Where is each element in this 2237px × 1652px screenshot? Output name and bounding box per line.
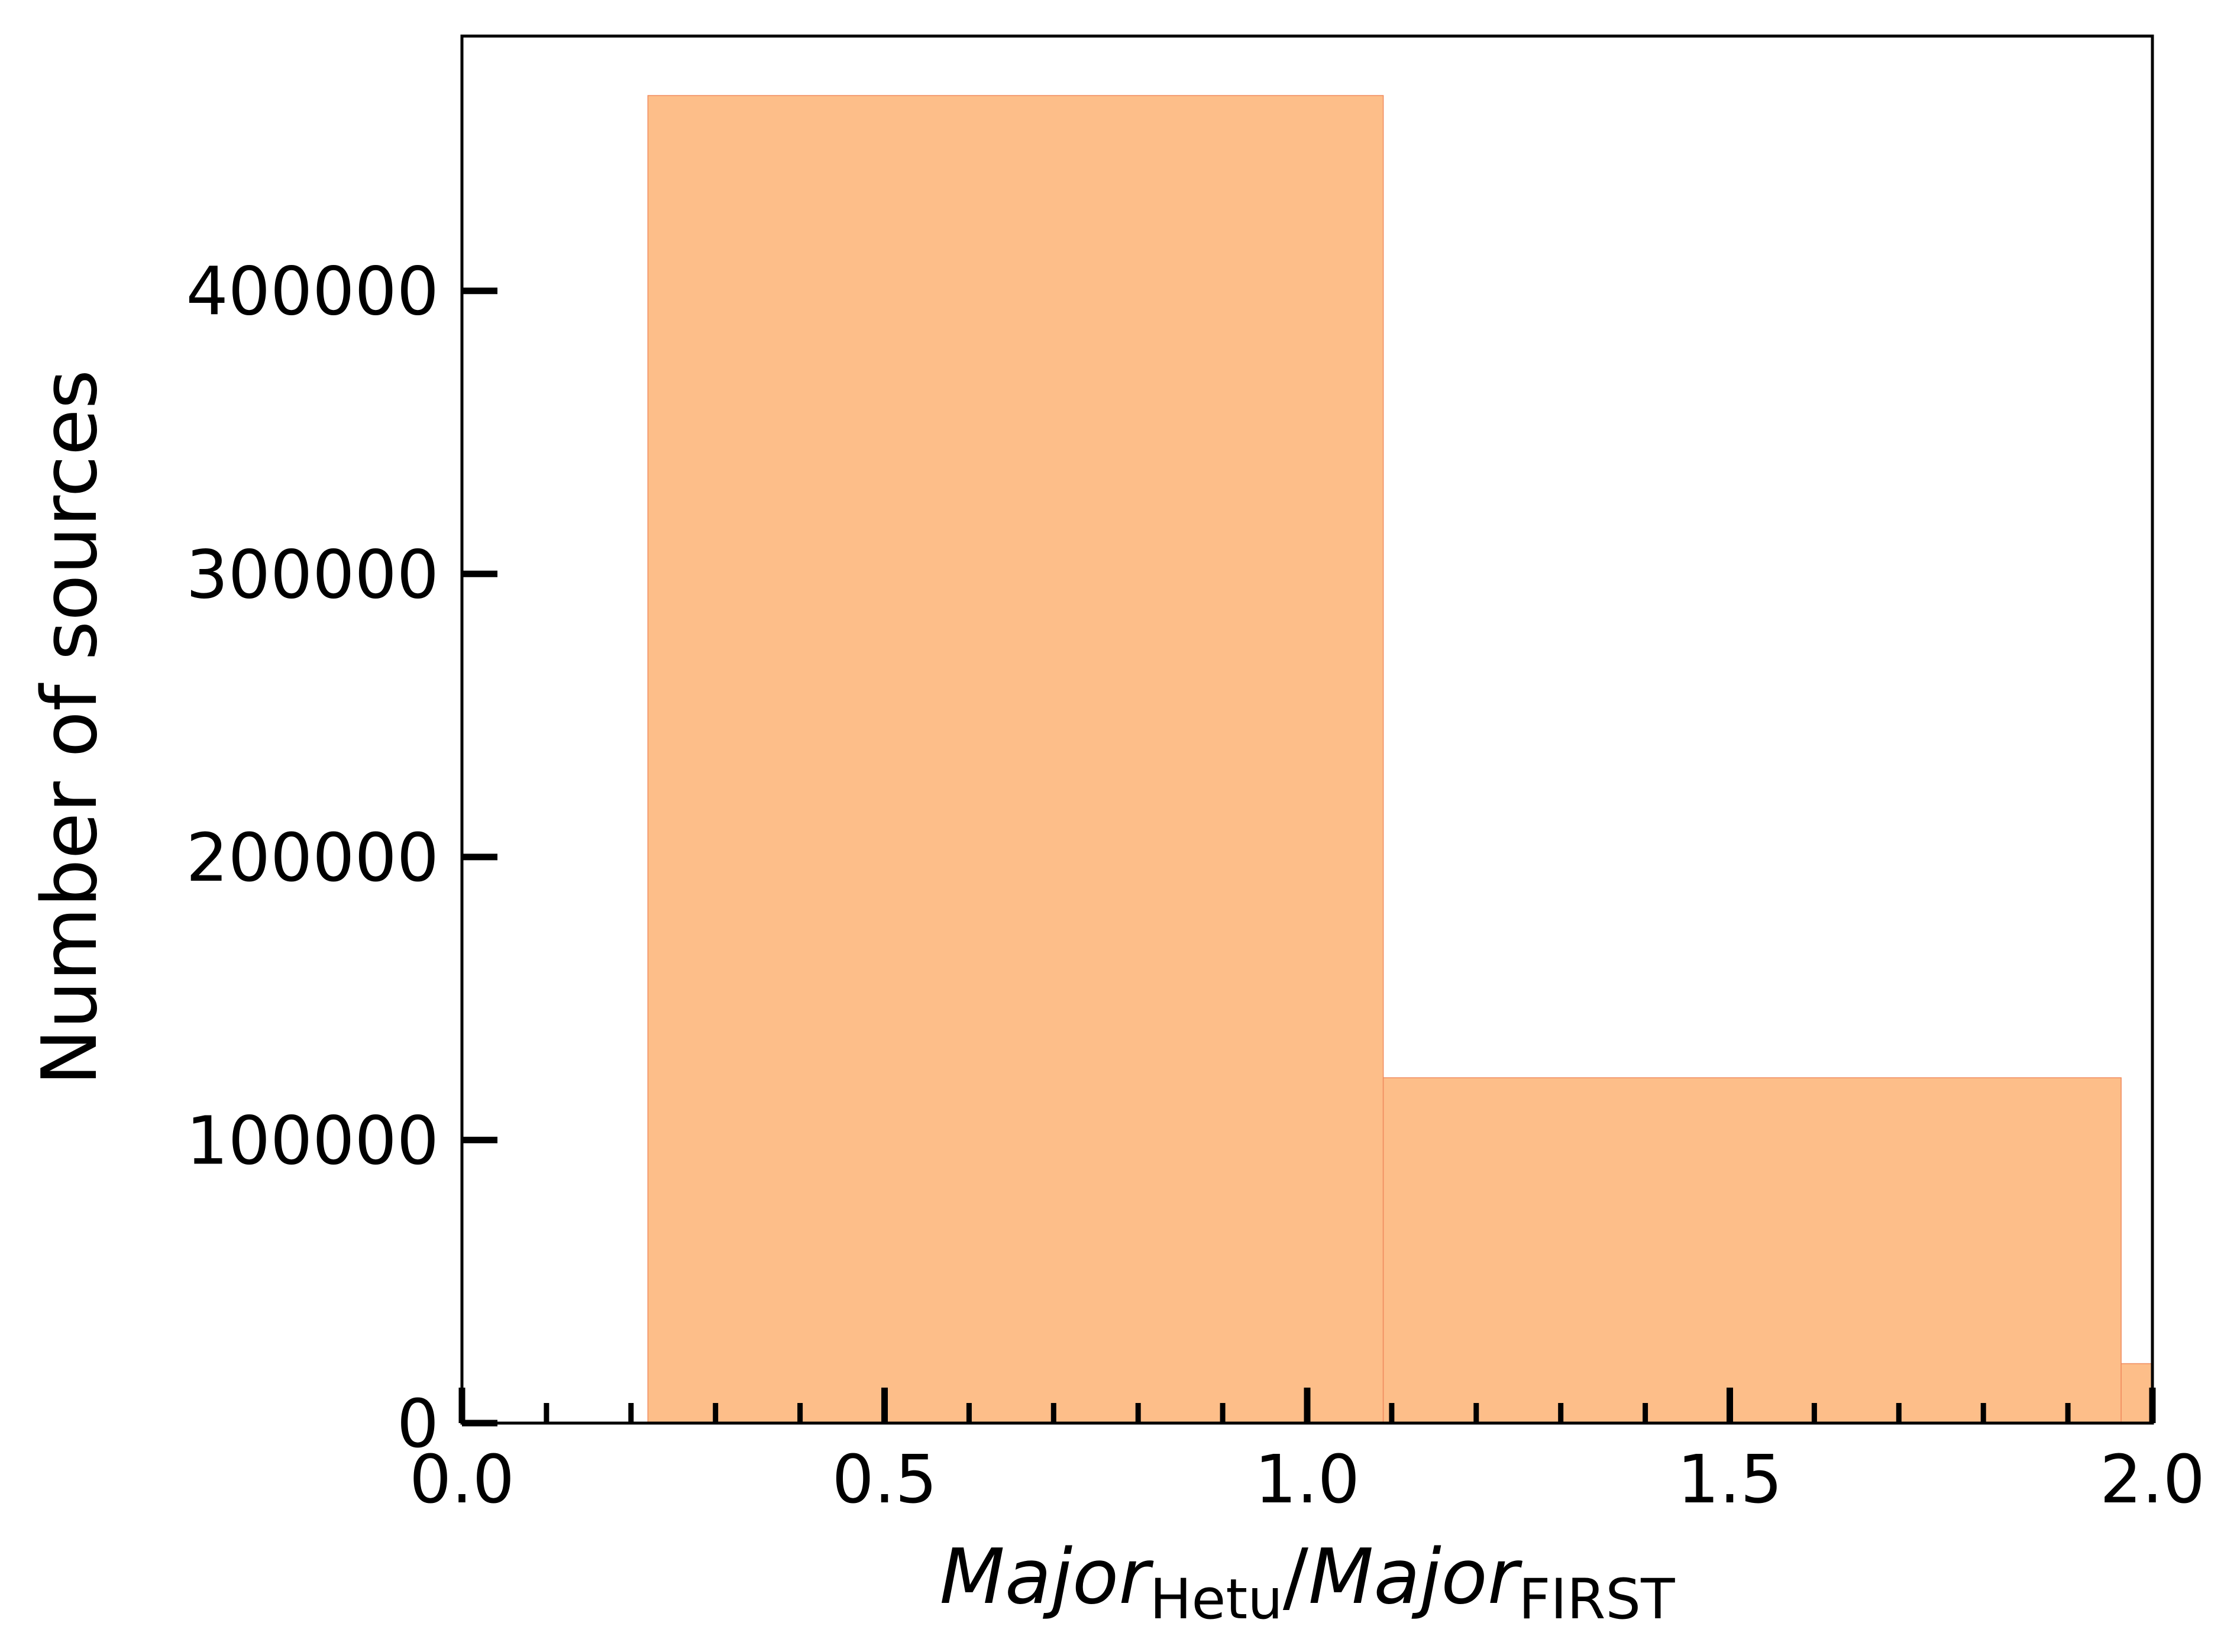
histogram-bar-3 <box>2120 1363 2153 1424</box>
y-tick-label: 200000 <box>186 820 439 897</box>
x-label-part1: Major <box>939 1533 1154 1621</box>
histogram-bar-2 <box>1382 1077 2122 1424</box>
histogram-bars <box>647 95 2153 1424</box>
x-tick-label: 2.0 <box>2100 1441 2205 1518</box>
x-label-sub2: FIRST <box>1518 1567 1675 1632</box>
x-tick-label: 1.5 <box>1677 1441 1782 1518</box>
x-tick-label: 0.5 <box>832 1441 937 1518</box>
x-tick-label: 1.0 <box>1255 1441 1360 1518</box>
y-tick-label: 300000 <box>186 536 439 613</box>
y-tick-label: 100000 <box>186 1103 439 1179</box>
x-label-slash: / <box>1283 1533 1309 1621</box>
x-label-sub1: Hetu <box>1150 1567 1283 1632</box>
y-tick-label: 0 <box>397 1386 439 1463</box>
y-axis-label: Number of sources <box>26 370 114 1086</box>
histogram-bar-1 <box>647 95 1384 1424</box>
y-tick-label: 400000 <box>186 254 439 331</box>
y-axis-ticks: 0 100000 200000 300000 400000 <box>186 254 497 1463</box>
x-label-part2: Major <box>1308 1533 1523 1621</box>
x-axis-ticks: 0.0 0.5 1.0 1.5 2.0 <box>409 1388 2205 1518</box>
x-tick-label: 0.0 <box>409 1441 515 1518</box>
x-axis-label: MajorHetu/MajorFIRST <box>939 1533 1675 1632</box>
